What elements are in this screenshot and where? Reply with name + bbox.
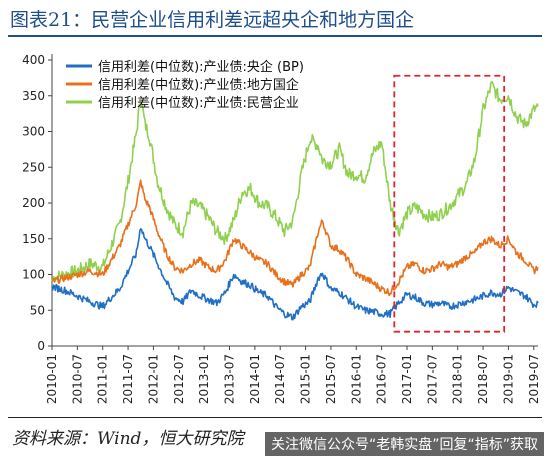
x-tick-label: 2016-01: [349, 354, 363, 404]
x-tick-label: 2017-07: [425, 354, 439, 404]
y-tick-label: 300: [22, 125, 45, 139]
x-tick-label: 2014-01: [248, 354, 262, 404]
x-tick-label: 2013-07: [222, 354, 236, 404]
y-tick-label: 400: [22, 53, 45, 67]
x-axis: 2010-01 2010-07 2011-01 2011-07 2012-01 2012-…: [45, 345, 541, 404]
series-layer: [51, 81, 539, 321]
x-tick-label: 2010-07: [70, 354, 84, 404]
series-line-private: [51, 81, 539, 284]
title-underline: [8, 35, 542, 37]
y-tick-label: 100: [22, 268, 45, 282]
y-tick-label: 250: [22, 160, 45, 174]
y-tick-label: 0: [37, 339, 45, 353]
x-tick-label: 2011-01: [96, 354, 110, 404]
y-axis: 0 50 100 150 200 250 300 350 400: [22, 53, 53, 353]
x-tick-label: 2017-01: [400, 354, 414, 404]
x-tick-label: 2015-01: [299, 354, 313, 404]
source-note: 资料来源：Wind，恒大研究院: [12, 429, 244, 449]
watermark-banner: 关注微信公众号“老韩实盘”回复“指标”获取: [264, 432, 544, 456]
highlight-box: [393, 74, 506, 333]
x-tick-label: 2018-07: [476, 354, 490, 404]
x-tick-label: 2013-01: [197, 354, 211, 404]
chart-legend: 信用利差(中位数):产业债:央企 (BP) 信用利差(中位数):产业债:地方国企信…: [66, 59, 304, 111]
legend-label: 信用利差(中位数):产业债:地方国企: [98, 77, 299, 93]
source-divider: [8, 417, 542, 418]
x-tick-label: 2010-01: [45, 354, 59, 404]
x-tick-label: 2015-07: [324, 354, 338, 404]
highlight-layer: [393, 74, 506, 333]
page-title: 图表21：民营企业信用利差远超央企和地方国企: [10, 9, 415, 31]
x-tick-label: 2019-07: [527, 354, 541, 404]
x-tick-label: 2011-07: [121, 354, 135, 404]
x-tick-label: 2012-07: [172, 354, 186, 404]
series-line-local: [51, 179, 539, 297]
legend-label: 信用利差(中位数):产业债:民营企业: [98, 95, 299, 111]
x-tick-label: 2012-01: [146, 354, 160, 404]
legend-label: 信用利差(中位数):产业债:央企 (BP): [98, 59, 304, 75]
y-tick-label: 150: [22, 232, 45, 246]
y-tick-label: 200: [22, 196, 45, 210]
x-tick-label: 2018-01: [451, 354, 465, 404]
x-tick-label: 2019-01: [501, 354, 515, 404]
series-line-central: [51, 228, 539, 321]
x-tick-label: 2016-07: [375, 354, 389, 404]
y-tick-label: 350: [22, 89, 45, 103]
x-tick-label: 2014-07: [273, 354, 287, 404]
y-tick-label: 50: [30, 303, 45, 317]
